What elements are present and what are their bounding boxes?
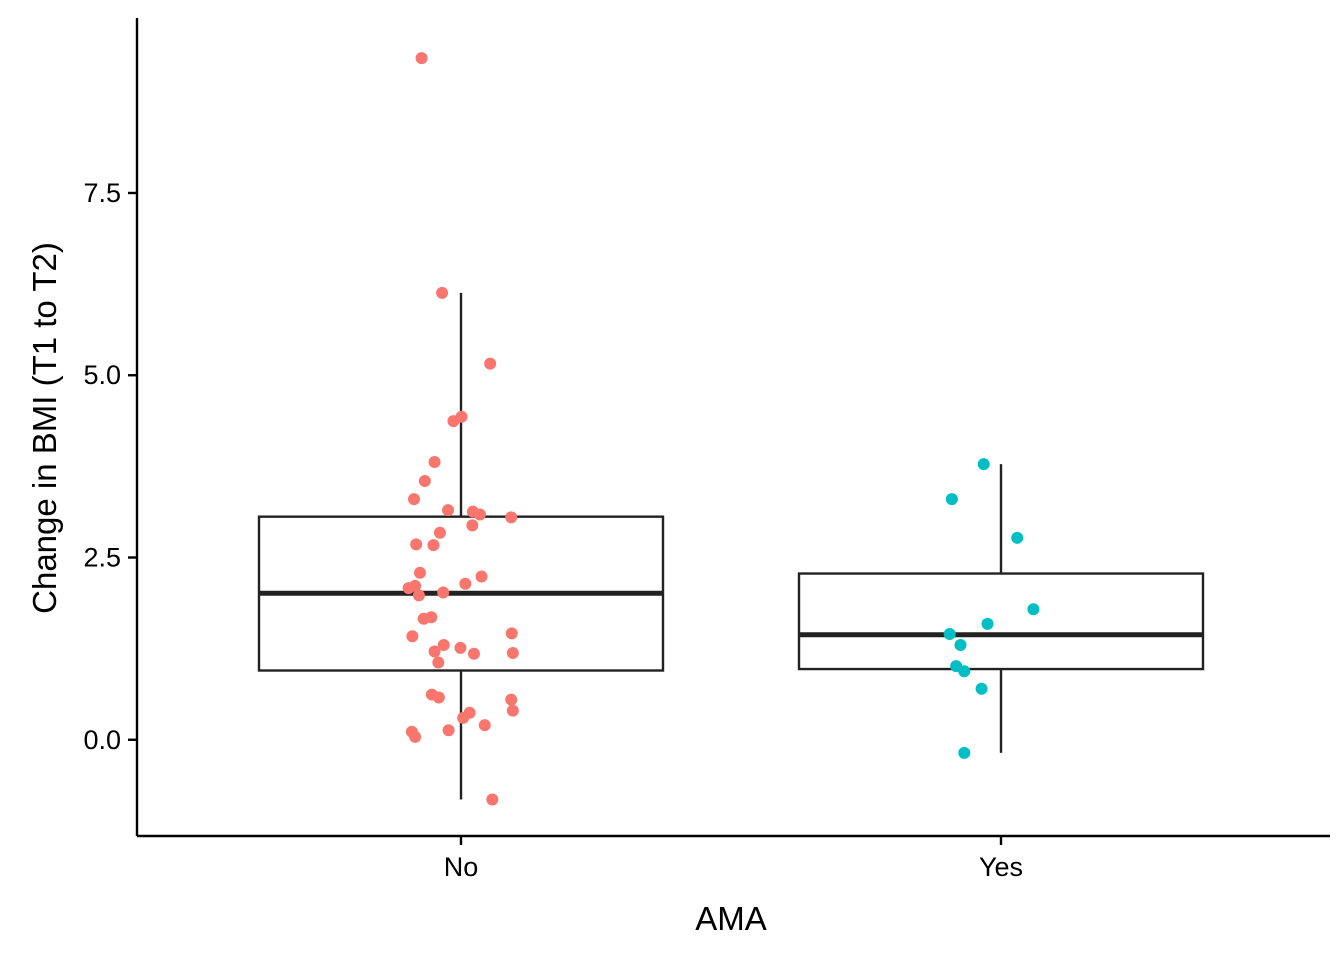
data-point-yes — [1027, 603, 1040, 616]
data-point-no — [505, 627, 518, 640]
data-point-no — [505, 693, 518, 706]
data-point-yes — [981, 617, 994, 630]
data-point-no — [442, 504, 455, 517]
data-point-no — [408, 493, 421, 506]
data-point-no — [466, 519, 479, 532]
y-axis-title: Change in BMI (T1 to T2) — [26, 242, 63, 614]
data-point-no — [467, 647, 480, 660]
data-point-no — [486, 793, 499, 806]
data-point-yes — [954, 638, 967, 651]
y-tick-label: 7.5 — [83, 178, 121, 208]
data-point-no — [406, 630, 419, 643]
data-point-no — [505, 511, 518, 524]
data-point-no — [415, 52, 428, 65]
data-point-no — [427, 539, 440, 552]
data-point-yes — [958, 665, 971, 678]
data-point-no — [418, 474, 431, 487]
data-point-no — [478, 719, 491, 732]
boxes-layer — [257, 292, 1205, 800]
data-point-no — [433, 526, 446, 539]
data-point-no — [475, 570, 488, 583]
data-point-no — [436, 286, 449, 299]
data-point-no — [459, 577, 472, 590]
data-point-no — [506, 704, 519, 717]
y-tick-label: 2.5 — [83, 543, 121, 573]
data-point-yes — [977, 458, 990, 471]
data-point-yes — [945, 493, 958, 506]
data-point-yes — [1011, 531, 1024, 544]
data-point-no — [432, 691, 445, 704]
axes-layer: 0.0 2.5 5.0 7.5 No Yes — [83, 18, 1330, 882]
x-axis-title: AMA — [695, 900, 767, 937]
data-point-no — [412, 589, 425, 602]
data-point-no — [447, 415, 460, 428]
data-point-no — [417, 612, 430, 625]
data-point-no — [454, 641, 467, 654]
data-point-no — [432, 656, 445, 669]
data-point-no — [506, 647, 519, 660]
box-yes — [797, 572, 1205, 671]
data-point-no — [410, 538, 423, 551]
points-layer — [402, 52, 1040, 806]
data-point-yes — [958, 746, 971, 759]
data-point-yes — [943, 628, 956, 641]
data-point-no — [457, 711, 470, 724]
y-tick-label: 5.0 — [83, 360, 121, 390]
data-point-no — [437, 586, 450, 599]
y-tick-label: 0.0 — [83, 725, 121, 755]
data-point-no — [402, 582, 415, 595]
data-point-no — [473, 508, 486, 521]
data-point-no — [409, 730, 422, 743]
data-point-yes — [975, 682, 988, 695]
x-tick-label: No — [444, 852, 479, 882]
data-point-no — [428, 455, 441, 468]
data-point-no — [442, 724, 455, 737]
data-point-no — [428, 645, 441, 658]
data-point-no — [484, 357, 497, 370]
data-point-no — [437, 638, 450, 651]
x-tick-label: Yes — [979, 852, 1023, 882]
data-point-no — [413, 566, 426, 579]
